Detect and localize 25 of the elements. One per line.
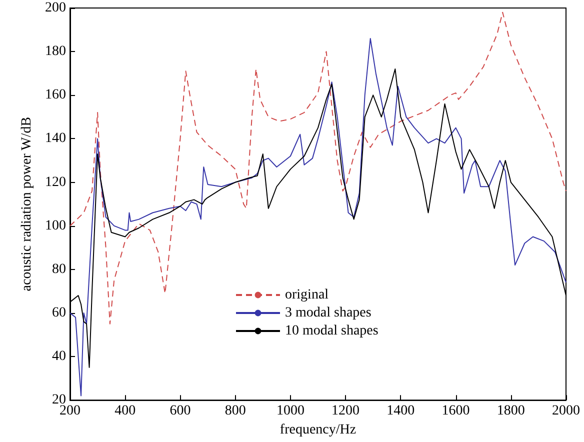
x-tick-label: 1000 — [276, 404, 304, 419]
x-axis-title: frequency/Hz — [280, 422, 356, 438]
y-tick-label: 140 — [45, 131, 66, 146]
legend-label: original — [285, 288, 329, 302]
x-tick-label: 800 — [224, 404, 246, 419]
x-tick-label: 1400 — [386, 404, 415, 419]
line-series — [70, 38, 566, 396]
x-tick-label: 1200 — [332, 404, 360, 419]
x-tick-label: 2000 — [552, 404, 580, 419]
x-tick-label: 600 — [170, 404, 191, 419]
y-axis-title: acoustic radiation power W/dB — [20, 116, 34, 292]
y-tick-label: 160 — [45, 88, 66, 103]
y-tick-label: 200 — [45, 0, 66, 16]
y-tick-label: 80 — [52, 262, 66, 277]
x-tick-label: 1800 — [496, 404, 525, 419]
x-tick-label: 400 — [114, 404, 136, 419]
y-tick-label: 100 — [45, 218, 66, 234]
x-tick-label: 1600 — [442, 404, 470, 419]
y-tick-label: 40 — [52, 349, 66, 364]
line-series — [70, 12, 566, 324]
y-tick-label: 120 — [45, 174, 66, 190]
legend-label: 3 modal shapes — [285, 306, 372, 320]
y-tick-label: 60 — [52, 305, 66, 320]
legend-label: 10 modal shapes — [285, 324, 378, 338]
y-tick-label: 180 — [45, 44, 66, 60]
